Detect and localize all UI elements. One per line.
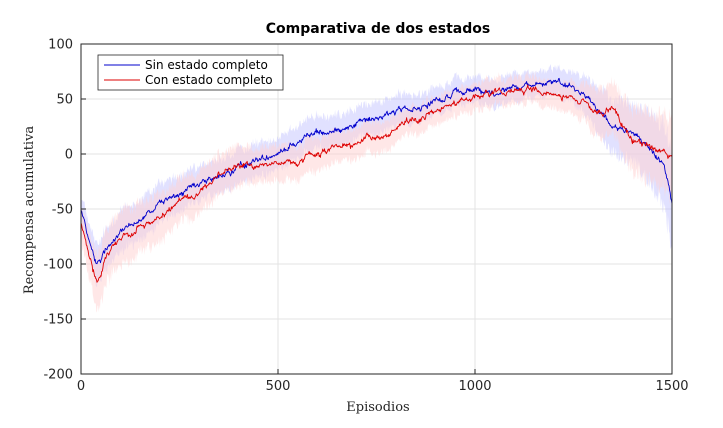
- x-axis-label: Episodios: [346, 400, 409, 415]
- y-tick-label: 100: [48, 38, 73, 53]
- y-tick-label: -100: [43, 258, 73, 273]
- band-con-estado-completo: [81, 70, 672, 313]
- series-line-con-estado-completo: [80, 84, 673, 283]
- legend-box: [97, 54, 284, 91]
- legend-label-sin-estado: Sin estado completo: [145, 58, 268, 72]
- y-tick-label: -200: [43, 368, 73, 383]
- legend-label-con-estado: Con estado completo: [145, 73, 273, 87]
- y-tick-label: 50: [56, 93, 73, 108]
- series-lines: [80, 77, 673, 283]
- x-tick-label: 1000: [458, 379, 491, 394]
- series-line-sin-estado-completo: [80, 77, 673, 265]
- y-tick-label: -150: [43, 313, 73, 328]
- y-axis-label: Recompensa acumulativa: [22, 126, 37, 295]
- axis-ticks: 0 500 1000 1500 -200 -150 -100 -50 0 50 100: [43, 38, 688, 395]
- legend: Sin estado completo Con estado completo: [97, 54, 284, 91]
- y-tick-label: 0: [65, 148, 73, 163]
- x-tick-label: 0: [77, 379, 85, 394]
- confidence-bands: [81, 64, 672, 313]
- y-tick-label: -50: [52, 203, 73, 218]
- chart-title: Comparativa de dos estados: [266, 21, 490, 37]
- x-tick-label: 500: [266, 379, 291, 394]
- x-tick-label: 1500: [655, 379, 688, 394]
